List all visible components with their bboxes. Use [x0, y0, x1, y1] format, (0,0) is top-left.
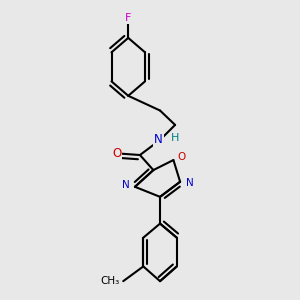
- Text: O: O: [178, 152, 186, 162]
- Text: N: N: [186, 178, 194, 188]
- Text: N: N: [122, 180, 129, 190]
- Text: CH₃: CH₃: [100, 276, 119, 286]
- Text: N: N: [154, 134, 163, 146]
- Text: H: H: [171, 133, 179, 143]
- Text: F: F: [125, 13, 131, 23]
- Text: O: O: [112, 147, 121, 160]
